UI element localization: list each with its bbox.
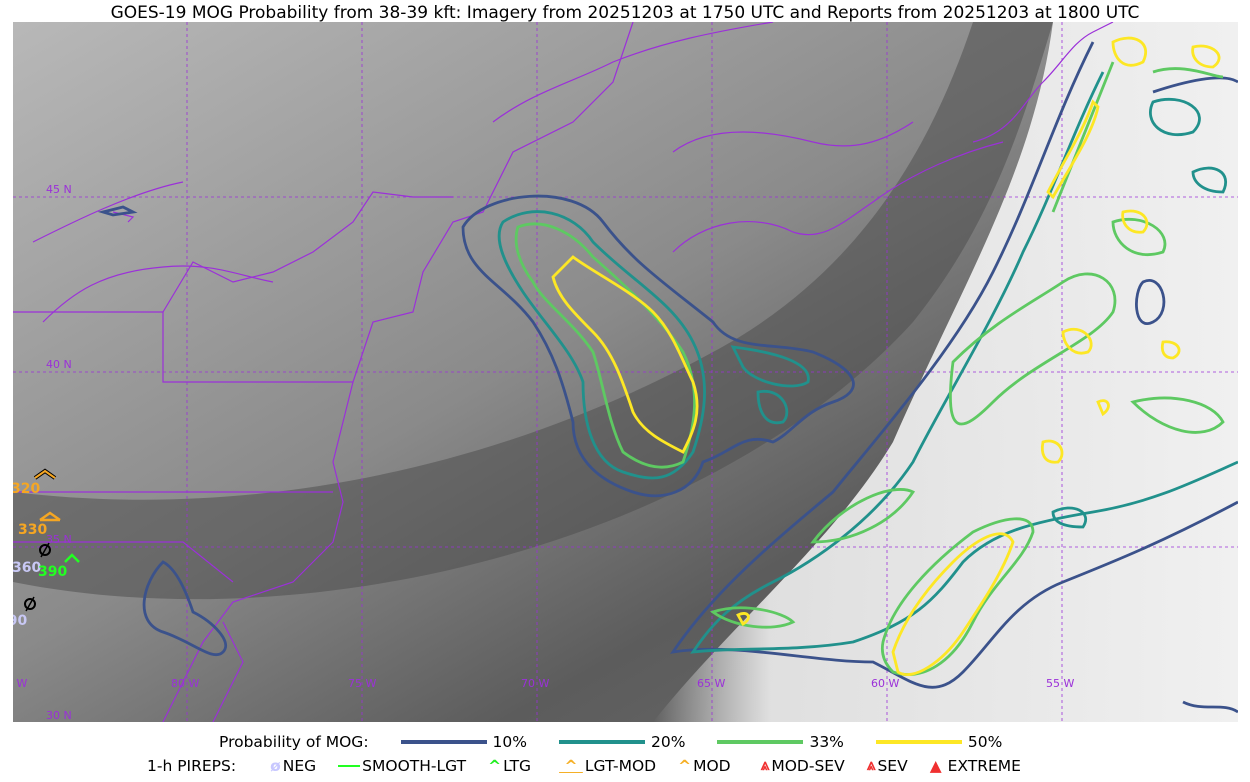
pirep-label: 360 bbox=[13, 560, 41, 576]
chart-title: GOES-19 MOG Probability from 38-39 kft: … bbox=[110, 3, 1140, 23]
legend-smooth-lgt: SMOOTH-LGT bbox=[362, 756, 467, 775]
mod-sev-icon: ⩓ bbox=[760, 756, 770, 774]
coastlines bbox=[13, 22, 1114, 722]
neg-icon: ø bbox=[270, 756, 281, 775]
legend-mod-sev: MOD-SEV bbox=[771, 756, 845, 775]
probability-legend: Probability of MOG: 10% 20% 33% 50% bbox=[219, 733, 1250, 751]
legend-mod: MOD bbox=[693, 756, 731, 775]
legend-label-20: 20% bbox=[651, 733, 686, 751]
legend-swatch-20 bbox=[559, 740, 645, 744]
legend-sev: SEV bbox=[877, 756, 908, 775]
legend-swatch-10 bbox=[400, 740, 487, 744]
pirep-lgt-mod-icon[interactable] bbox=[39, 511, 61, 522]
legend-label-50: 50% bbox=[967, 733, 1003, 751]
legend-swatch-33 bbox=[717, 740, 804, 744]
smooth-lgt-line-icon bbox=[338, 764, 361, 767]
pirep-legend: 1-h PIREPS: ø NEG SMOOTH-LGT ^ LTG ^ LGT-M… bbox=[147, 756, 1250, 775]
mod-caret-icon: ^ bbox=[678, 756, 692, 775]
contour-20pct bbox=[497, 71, 1238, 654]
pirep-label: 320 bbox=[13, 481, 40, 497]
contour-10pct bbox=[97, 41, 1238, 714]
legend-label-33: 33% bbox=[809, 733, 844, 751]
sev-icon: ⩓ bbox=[866, 756, 876, 774]
pirep-neg-icon[interactable] bbox=[24, 596, 36, 612]
legend-swatch-50 bbox=[875, 740, 962, 744]
legend-neg: NEG bbox=[282, 756, 317, 775]
legend-ltg: LTG bbox=[503, 756, 532, 775]
extreme-icon: ▲ bbox=[929, 756, 942, 775]
legend-label-10: 10% bbox=[492, 733, 527, 751]
pirep-label: 390 bbox=[13, 613, 27, 629]
lgt-mod-icon: ^ bbox=[559, 756, 583, 775]
probability-legend-title: Probability of MOG: bbox=[219, 733, 369, 751]
pirep-legend-title: 1-h PIREPS: bbox=[147, 756, 237, 775]
contour-33pct bbox=[514, 61, 1225, 676]
lon-label-60w: 60 W bbox=[871, 677, 899, 690]
graticule bbox=[13, 22, 1238, 722]
contour-50pct bbox=[551, 36, 1221, 676]
pirep-ltg-icon[interactable] bbox=[64, 553, 80, 563]
lat-label-45n: 45 N bbox=[46, 183, 72, 196]
lon-label-80w: 80 W bbox=[171, 677, 199, 690]
lat-label-40n: 40 N bbox=[46, 358, 72, 371]
ltg-caret-icon: ^ bbox=[488, 756, 502, 775]
lat-label-30n: 30 N bbox=[46, 709, 72, 722]
pirep-label: 390 bbox=[38, 564, 67, 580]
satellite-map: 45 N 40 N 35 N 30 N 85 W 80 W 75 W 70 W … bbox=[13, 22, 1238, 722]
legend-extreme: EXTREME bbox=[947, 756, 1021, 775]
pirep-label: 330 bbox=[18, 522, 47, 538]
lon-label-65w: 65 W bbox=[697, 677, 725, 690]
lon-label-55w: 55 W bbox=[1046, 677, 1074, 690]
lon-label-70w: 70 W bbox=[521, 677, 549, 690]
lat-label-35n: 35 N bbox=[46, 533, 72, 546]
pirep-neg-icon[interactable] bbox=[39, 542, 51, 558]
legend-lgt-mod: LGT-MOD bbox=[584, 756, 657, 775]
lon-label-85w: 85 W bbox=[13, 677, 27, 690]
lon-label-75w: 75 W bbox=[348, 677, 376, 690]
